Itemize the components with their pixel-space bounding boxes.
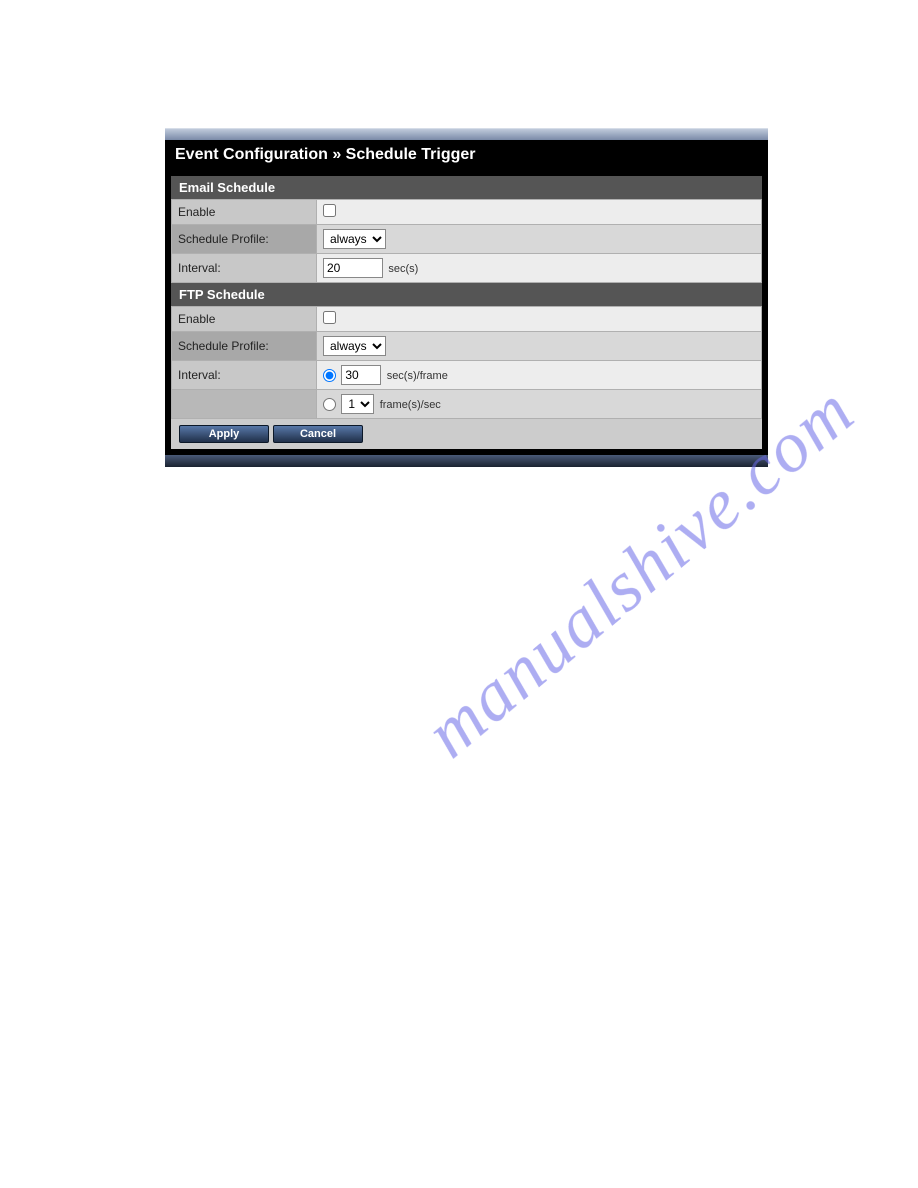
title-row: Event Configuration » Schedule Trigger (165, 140, 768, 170)
ftp-interval-frame-unit: frame(s)/sec (380, 399, 441, 411)
ftp-enable-cell (317, 307, 762, 332)
ftp-interval-sec-input[interactable] (341, 365, 381, 385)
apply-button[interactable]: Apply (179, 425, 269, 443)
email-enable-label: Enable (172, 200, 317, 225)
email-enable-checkbox[interactable] (323, 204, 336, 217)
cancel-button[interactable]: Cancel (273, 425, 363, 443)
ftp-schedule-table: Enable Schedule Profile: always Interval… (171, 306, 762, 419)
page-title: Event Configuration » Schedule Trigger (175, 146, 475, 163)
email-profile-cell: always (317, 225, 762, 254)
titlebar-gradient (165, 128, 768, 140)
email-interval-unit: sec(s) (388, 263, 418, 275)
ftp-interval-sec-unit: sec(s)/frame (387, 370, 448, 382)
button-bar: Apply Cancel (171, 419, 762, 449)
ftp-enable-label: Enable (172, 307, 317, 332)
ftp-section-header: FTP Schedule (171, 283, 762, 306)
ftp-interval-frame-select[interactable]: 1 (341, 394, 374, 414)
email-schedule-table: Enable Schedule Profile: always Interval… (171, 199, 762, 283)
panel-body: Email Schedule Enable Schedule Profile: … (165, 170, 768, 455)
panel-bottom-gradient (165, 455, 768, 467)
button-bar-inner: Apply Cancel (179, 425, 754, 443)
ftp-interval-frame-radio[interactable] (323, 398, 336, 411)
ftp-enable-checkbox[interactable] (323, 311, 336, 324)
email-section-header: Email Schedule (171, 176, 762, 199)
email-profile-select[interactable]: always (323, 229, 386, 249)
email-profile-label: Schedule Profile: (172, 225, 317, 254)
ftp-interval-label: Interval: (172, 361, 317, 390)
email-interval-cell: sec(s) (317, 254, 762, 283)
ftp-interval-sec-radio[interactable] (323, 369, 336, 382)
email-enable-cell (317, 200, 762, 225)
ftp-profile-cell: always (317, 332, 762, 361)
ftp-profile-select[interactable]: always (323, 336, 386, 356)
ftp-profile-label: Schedule Profile: (172, 332, 317, 361)
ftp-interval-frame-cell: 1 frame(s)/sec (317, 390, 762, 419)
email-interval-input[interactable] (323, 258, 383, 278)
config-panel: Event Configuration » Schedule Trigger E… (165, 128, 768, 467)
email-interval-label: Interval: (172, 254, 317, 283)
ftp-interval-empty-label (172, 390, 317, 419)
ftp-interval-sec-cell: sec(s)/frame (317, 361, 762, 390)
